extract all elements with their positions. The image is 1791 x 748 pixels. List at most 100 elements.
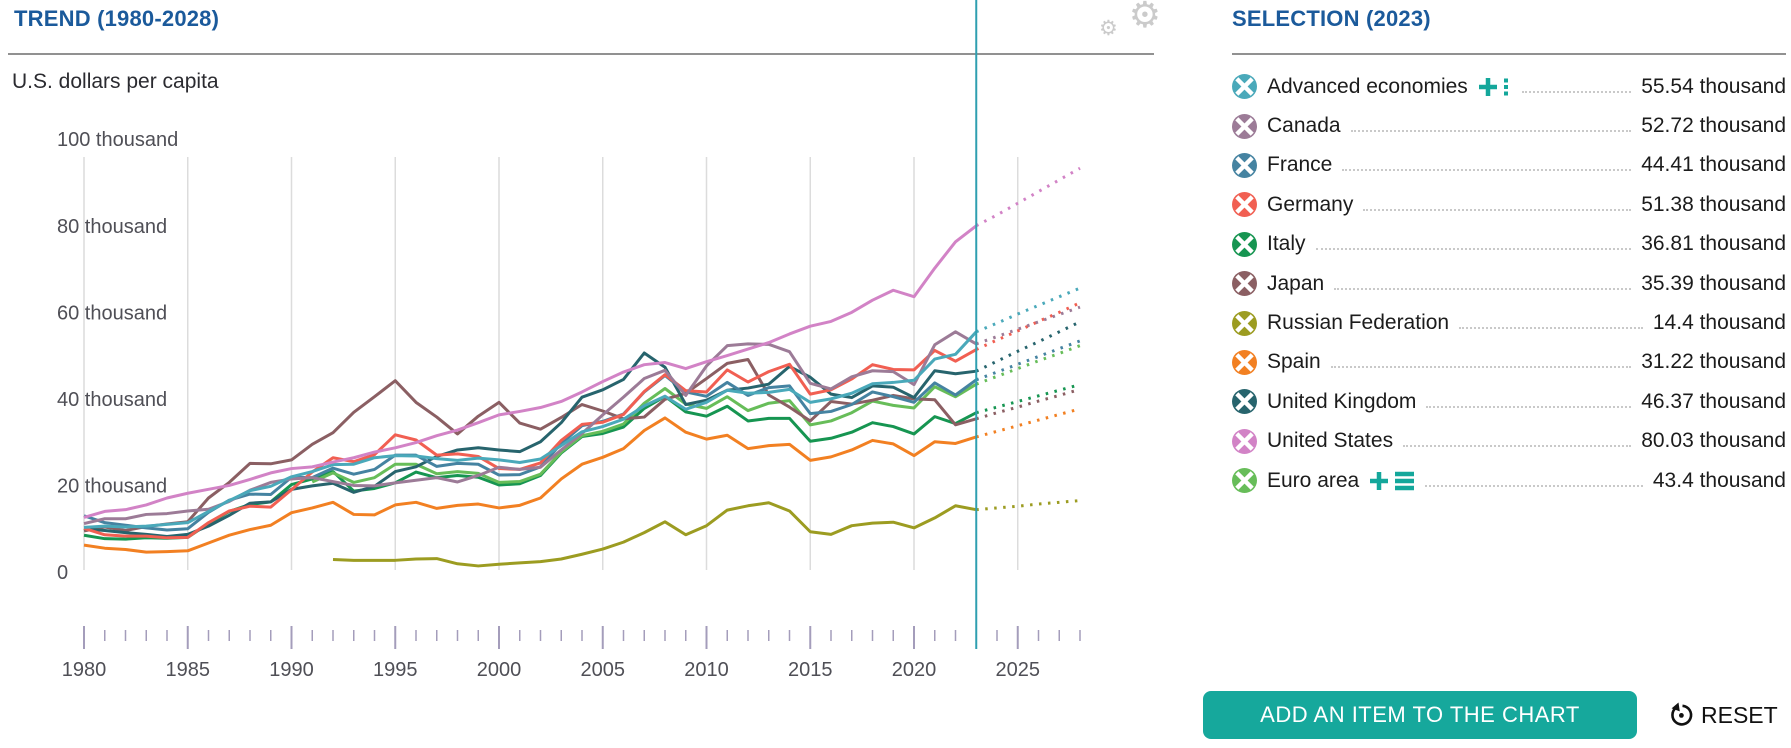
legend-item-value: 31.22 thousand	[1641, 350, 1786, 374]
legend-item-united-kingdom[interactable]: United Kingdom 46.37 thousand	[1232, 382, 1786, 421]
y-axis-label: 0	[57, 562, 68, 584]
legend-item-spain[interactable]: Spain 31.22 thousand	[1232, 343, 1786, 382]
series-remove-icon-united-kingdom[interactable]	[1232, 389, 1257, 415]
series-remove-icon-spain[interactable]	[1232, 349, 1257, 375]
series-forecast-japan[interactable]	[975, 387, 1081, 421]
series-line-russian-federation[interactable]	[332, 501, 977, 568]
series-line-france[interactable]	[83, 374, 978, 532]
legend-item-label: Japan	[1267, 271, 1325, 295]
x-axis-label: 1990	[269, 659, 314, 681]
x-axis-label: 2000	[477, 659, 522, 681]
gear-small-icon: ⚙	[1099, 17, 1118, 40]
legend-item-advanced-economies[interactable]: Advanced economies 55.54 thousand	[1232, 67, 1786, 106]
legend-item-label: United States	[1267, 429, 1394, 453]
series-remove-icon-united-states[interactable]	[1232, 428, 1257, 454]
series-forecast-germany[interactable]	[975, 301, 1081, 351]
legend-item-value: 14.4 thousand	[1652, 311, 1786, 335]
dotted-leader	[1334, 287, 1632, 290]
dotted-leader	[1363, 208, 1632, 211]
series-forecast-advanced-economies[interactable]	[975, 286, 1081, 334]
trend-line-chart[interactable]: 0 20 thousand 40 thousand 60 thousand 80 tho…	[0, 0, 1100, 700]
legend-extra-control[interactable]	[1478, 74, 1512, 100]
series-remove-icon-canada[interactable]	[1232, 113, 1257, 139]
x-axis-label: 2010	[684, 659, 729, 681]
legend-item-value: 43.4 thousand	[1652, 468, 1786, 492]
y-axis-label: 100 thousand	[57, 129, 178, 151]
x-axis-label: 1995	[373, 659, 418, 681]
chart-unit-label: U.S. dollars per capita	[12, 70, 219, 93]
selection-panel-divider	[1232, 53, 1786, 55]
legend-item-value: 80.03 thousand	[1641, 429, 1786, 453]
series-line-united-states[interactable]	[83, 224, 978, 519]
legend-extra-control[interactable]	[1369, 468, 1415, 494]
gear-large-icon: ⚙	[1128, 0, 1161, 35]
dotted-leader	[1403, 445, 1632, 448]
legend-item-label: Spain	[1267, 350, 1321, 374]
reset-icon	[1671, 702, 1693, 726]
dotted-leader	[1315, 248, 1632, 251]
chart-settings-gears-icon[interactable]: ⚙ ⚙	[1095, 0, 1161, 48]
y-axis-label: 40 thousand	[57, 389, 167, 411]
series-remove-icon-france[interactable]	[1232, 152, 1257, 178]
legend-item-value: 35.39 thousand	[1641, 271, 1786, 295]
legend-item-japan[interactable]: Japan 35.39 thousand	[1232, 264, 1786, 303]
expand-group-list-icon[interactable]	[1369, 468, 1415, 494]
legend-item-united-states[interactable]: United States 80.03 thousand	[1232, 422, 1786, 461]
series-remove-icon-germany[interactable]	[1232, 192, 1257, 218]
series-remove-icon-euro-area[interactable]	[1232, 468, 1257, 494]
legend-item-label: Canada	[1267, 114, 1341, 138]
legend-item-label: Euro area	[1267, 468, 1360, 492]
x-axis-label: 2020	[892, 659, 937, 681]
legend-item-label: Germany	[1267, 192, 1354, 216]
y-axis-label: 60 thousand	[57, 302, 167, 324]
series-line-canada[interactable]	[83, 330, 978, 525]
legend-item-value: 51.38 thousand	[1641, 192, 1786, 216]
trend-panel-title: TREND (1980-2028)	[14, 6, 220, 31]
series-line-advanced-economies[interactable]	[83, 330, 978, 529]
legend-item-label: United Kingdom	[1267, 389, 1417, 413]
dotted-leader	[1425, 484, 1643, 487]
legend-item-canada[interactable]: Canada 52.72 thousand	[1232, 106, 1786, 145]
legend-item-germany[interactable]: Germany 51.38 thousand	[1232, 185, 1786, 224]
x-axis-label: 2025	[996, 659, 1041, 681]
selection-panel-title: SELECTION (2023)	[1232, 6, 1431, 31]
legend-item-euro-area[interactable]: Euro area 43.4 thousand	[1232, 461, 1786, 500]
series-line-euro-area[interactable]	[311, 382, 978, 484]
add-group-items-icon[interactable]	[1478, 74, 1512, 100]
y-axis-label: 80 thousand	[57, 216, 167, 238]
legend-item-value: 44.41 thousand	[1641, 153, 1786, 177]
legend-item-italy[interactable]: Italy 36.81 thousand	[1232, 225, 1786, 264]
series-forecast-spain[interactable]	[975, 407, 1081, 439]
series-line-spain[interactable]	[83, 416, 977, 554]
dotted-leader	[1342, 169, 1632, 172]
series-remove-icon-advanced-economies[interactable]	[1232, 74, 1257, 100]
x-axis-label: 2005	[581, 659, 626, 681]
dotted-leader	[1330, 366, 1632, 369]
legend-item-russian-federation[interactable]: Russian Federation 14.4 thousand	[1232, 303, 1786, 342]
legend-item-label: Italy	[1267, 232, 1306, 256]
legend-item-france[interactable]: France 44.41 thousand	[1232, 146, 1786, 185]
y-axis-label: 20 thousand	[57, 475, 167, 497]
series-line-japan[interactable]	[83, 357, 977, 533]
series-forecast-russian-federation[interactable]	[976, 499, 1081, 512]
series-forecast-euro-area[interactable]	[975, 344, 1081, 386]
series-line-italy[interactable]	[83, 394, 977, 541]
legend-item-value: 55.54 thousand	[1641, 74, 1786, 98]
legend-item-label: France	[1267, 153, 1333, 177]
series-forecast-italy[interactable]	[975, 383, 1081, 415]
series-line-united-kingdom[interactable]	[83, 351, 977, 539]
reset-button[interactable]: RESET	[1662, 691, 1784, 739]
x-axis-label: 2015	[788, 659, 833, 681]
series-forecast-united-kingdom[interactable]	[975, 320, 1081, 373]
series-forecast-united-states[interactable]	[975, 166, 1081, 228]
series-remove-icon-russian-federation[interactable]	[1232, 310, 1257, 336]
series-remove-icon-italy[interactable]	[1232, 231, 1257, 257]
series-forecast-france[interactable]	[975, 339, 1081, 382]
x-axis-label: 1980	[62, 659, 107, 681]
dotted-leader	[1426, 405, 1632, 408]
series-forecast-canada[interactable]	[975, 305, 1081, 346]
add-item-button[interactable]: ADD AN ITEM TO THE CHART	[1203, 691, 1637, 739]
series-remove-icon-japan[interactable]	[1232, 271, 1257, 297]
dotted-leader	[1350, 130, 1632, 133]
series-line-germany[interactable]	[83, 348, 977, 540]
